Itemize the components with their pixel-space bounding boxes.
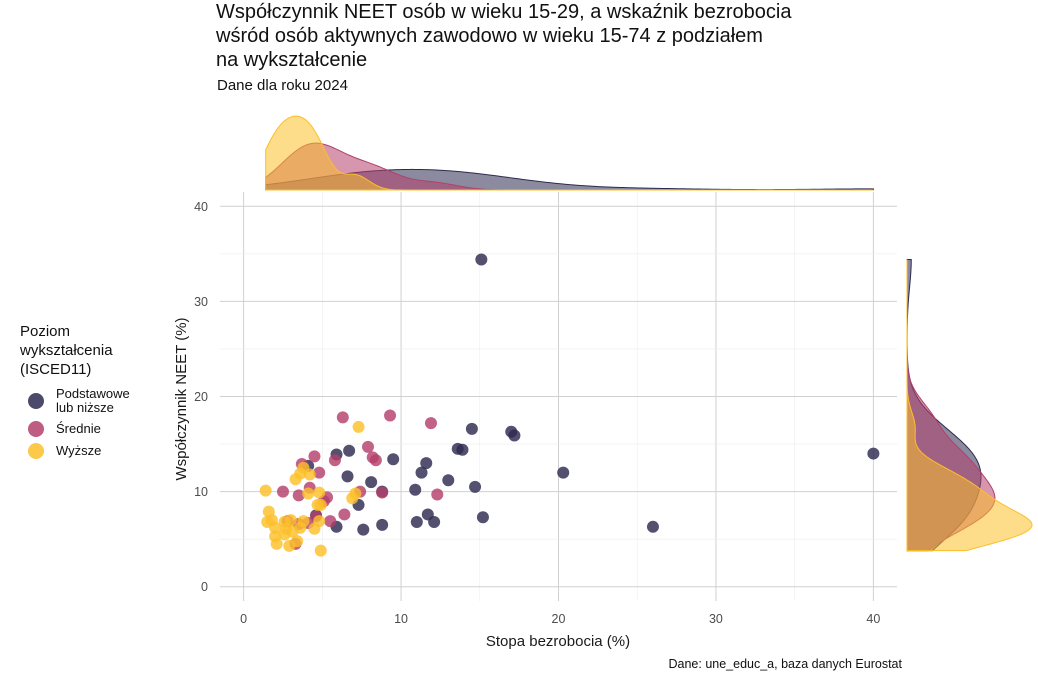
legend-label-secondary: Średnie bbox=[56, 421, 101, 436]
y-tick-label: 10 bbox=[194, 485, 208, 499]
legend-key-secondary bbox=[28, 421, 44, 437]
data-point bbox=[357, 523, 370, 536]
data-point bbox=[313, 466, 326, 479]
legend-key-tertiary bbox=[28, 443, 44, 459]
data-point bbox=[286, 525, 299, 538]
y-axis-title: Współczynnik NEET (%) bbox=[173, 317, 190, 480]
density-right-2 bbox=[906, 259, 1033, 552]
data-point bbox=[324, 515, 337, 528]
right-marginal-density bbox=[906, 259, 1033, 552]
chart-title: Współczynnik NEET osób w wieku 15-29, a … bbox=[216, 1, 792, 71]
y-tick-label: 20 bbox=[194, 390, 208, 404]
data-point bbox=[343, 444, 356, 457]
data-point bbox=[292, 489, 305, 502]
data-point bbox=[442, 474, 455, 487]
data-point bbox=[384, 409, 397, 422]
data-point bbox=[646, 520, 659, 533]
legend-label-basic: Podstawowe lub niższe bbox=[56, 386, 130, 415]
data-point bbox=[410, 516, 423, 529]
x-axis-title: Stopa bezrobocia (%) bbox=[486, 633, 630, 650]
data-point bbox=[270, 537, 283, 550]
data-point bbox=[336, 411, 349, 424]
axis-ticks: 0 10 20 30 40 0 10 20 30 40 bbox=[194, 200, 880, 626]
data-point bbox=[259, 484, 272, 497]
data-point bbox=[431, 488, 444, 501]
data-point bbox=[376, 486, 389, 499]
data-point bbox=[269, 521, 282, 534]
data-point bbox=[365, 476, 378, 489]
data-point bbox=[387, 453, 400, 466]
data-point bbox=[361, 440, 374, 453]
x-tick-label: 20 bbox=[552, 612, 566, 626]
grid bbox=[220, 192, 897, 601]
caption: Dane: une_educ_a, baza danych Eurostat bbox=[668, 657, 902, 671]
x-tick-label: 0 bbox=[240, 612, 247, 626]
top-marginal-density bbox=[265, 115, 874, 191]
data-point bbox=[424, 417, 437, 430]
data-point bbox=[508, 429, 521, 442]
data-point bbox=[276, 485, 289, 498]
data-point bbox=[476, 511, 489, 524]
data-point bbox=[369, 454, 382, 467]
data-point bbox=[557, 466, 570, 479]
legend-title: Poziom wykształcenia (ISCED11) bbox=[20, 323, 113, 378]
density-top-2 bbox=[265, 115, 874, 191]
data-point bbox=[328, 454, 341, 467]
data-point bbox=[341, 470, 354, 483]
legend-item-basic: Podstawowe lub niższe bbox=[20, 387, 130, 415]
data-points bbox=[259, 253, 880, 557]
data-point bbox=[475, 253, 488, 266]
data-point bbox=[346, 492, 359, 505]
legend: Poziom wykształcenia (ISCED11) Podstawow… bbox=[20, 322, 130, 465]
data-point bbox=[314, 498, 327, 511]
data-point bbox=[302, 487, 315, 500]
legend-key-basic bbox=[28, 393, 44, 409]
data-point bbox=[456, 443, 469, 456]
data-point bbox=[420, 457, 433, 470]
data-point bbox=[313, 486, 326, 499]
data-point bbox=[867, 447, 880, 460]
chart-subtitle: Dane dla roku 2024 bbox=[217, 77, 348, 94]
data-point bbox=[428, 516, 441, 529]
x-tick-label: 40 bbox=[866, 612, 880, 626]
data-point bbox=[314, 544, 327, 557]
legend-item-secondary: Średnie bbox=[20, 421, 130, 437]
y-tick-label: 40 bbox=[194, 200, 208, 214]
data-point bbox=[308, 450, 321, 463]
data-point bbox=[415, 466, 428, 479]
data-point bbox=[338, 508, 351, 521]
x-tick-label: 30 bbox=[709, 612, 723, 626]
legend-label-tertiary: Wyższe bbox=[56, 443, 102, 458]
data-point bbox=[291, 535, 304, 548]
data-point bbox=[308, 522, 321, 535]
data-point bbox=[409, 483, 422, 496]
y-tick-label: 0 bbox=[201, 580, 208, 594]
data-point bbox=[303, 468, 316, 481]
data-point bbox=[465, 422, 478, 435]
x-tick-label: 10 bbox=[394, 612, 408, 626]
data-point bbox=[469, 480, 482, 493]
legend-item-tertiary: Wyższe bbox=[20, 443, 130, 459]
data-point bbox=[289, 473, 302, 486]
y-tick-label: 30 bbox=[194, 295, 208, 309]
data-point bbox=[376, 518, 389, 531]
data-point bbox=[352, 420, 365, 433]
